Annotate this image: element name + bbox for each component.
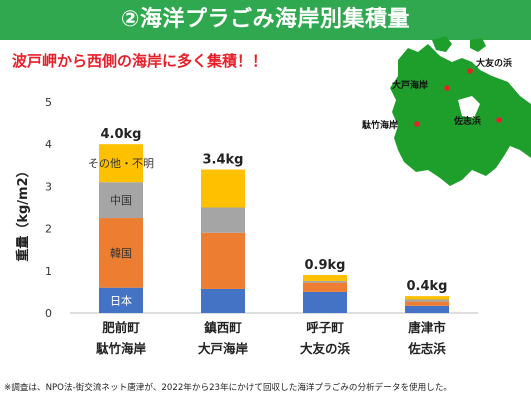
bar-segment (201, 169, 245, 208)
x-tick-label: 大戸海岸 (198, 341, 249, 356)
title-banner (0, 0, 531, 40)
y-axis-label: 重量（kg/m2） (15, 164, 31, 261)
map-dot-otomo (467, 68, 473, 74)
legend-label: その他・不明 (88, 157, 154, 170)
y-tick-label: 1 (45, 265, 52, 278)
bar-segment (303, 280, 347, 283)
bar-chart-plot: 012345日本韓国中国その他・不明4.0kg肥前町駄竹海岸3.4kg鎮西町大戸… (45, 96, 478, 356)
map-inlet (458, 96, 480, 118)
bar-segment (99, 182, 143, 219)
legend-label: 日本 (110, 293, 132, 307)
bar-segment (201, 288, 245, 313)
x-tick-label: 佐志浜 (407, 341, 446, 356)
x-tick-label: 呼子町 (306, 320, 344, 335)
y-tick-label: 2 (45, 223, 52, 236)
bar-segment (303, 282, 347, 292)
map-label-dachiku: 駄竹海岸 (362, 119, 420, 131)
bar-segment (99, 218, 143, 288)
map-place-label: 大友の浜 (476, 57, 512, 69)
x-tick-label: 唐津市 (408, 320, 446, 335)
map-label-otomo: 大友の浜 (467, 57, 512, 74)
total-label: 3.4kg (203, 153, 244, 168)
total-label: 4.0kg (101, 127, 142, 142)
map-label-sashi: 佐志浜 (453, 115, 502, 127)
coast-map: 大友の浜 大戸海岸 駄竹海岸 佐志浜 (362, 36, 531, 186)
map-landmass (390, 44, 531, 186)
total-label: 0.9kg (305, 258, 346, 273)
x-tick-label: 肥前町 (102, 320, 140, 335)
map-dot-sashi (496, 117, 502, 123)
map-dot-oto (444, 85, 450, 91)
map-island-north (432, 36, 452, 52)
legend-label: 中国 (110, 194, 132, 207)
x-tick-label: 鎮西町 (204, 320, 242, 335)
y-tick-label: 4 (45, 138, 52, 151)
bar-segment (405, 299, 449, 302)
bar-segment (303, 291, 347, 313)
legend-label: 韓国 (110, 247, 132, 260)
bar-segment (99, 287, 143, 313)
bar-segment (303, 275, 347, 281)
bar-segment (99, 144, 143, 183)
chart-subtitle: 波戸岬から西側の海岸に多く集積！！ (12, 52, 268, 70)
bar-segment (201, 232, 245, 289)
map-place-label: 駄竹海岸 (362, 119, 398, 131)
bar-segment (405, 296, 449, 300)
bar-segment (405, 301, 449, 306)
footnote: ※調査は、NPO法-街交流ネット唐津が、2022年から23年にかけて回収した海洋… (4, 383, 453, 393)
page-title: ②海洋プラごみ海岸別集積量 (120, 7, 411, 32)
bar-segment (405, 305, 449, 313)
y-tick-label: 0 (45, 307, 52, 320)
map-island-east (470, 38, 486, 52)
map-label-oto: 大戸海岸 (392, 79, 450, 91)
map-place-label: 佐志浜 (453, 115, 481, 127)
x-tick-label: 大友の浜 (300, 341, 351, 356)
x-tick-label: 駄竹海岸 (96, 341, 147, 356)
map-dot-dachiku (414, 121, 420, 127)
y-tick-label: 3 (45, 180, 52, 193)
total-label: 0.4kg (407, 279, 448, 294)
y-tick-label: 5 (45, 96, 52, 109)
bar-segment (201, 207, 245, 233)
map-place-label: 大戸海岸 (392, 79, 428, 91)
